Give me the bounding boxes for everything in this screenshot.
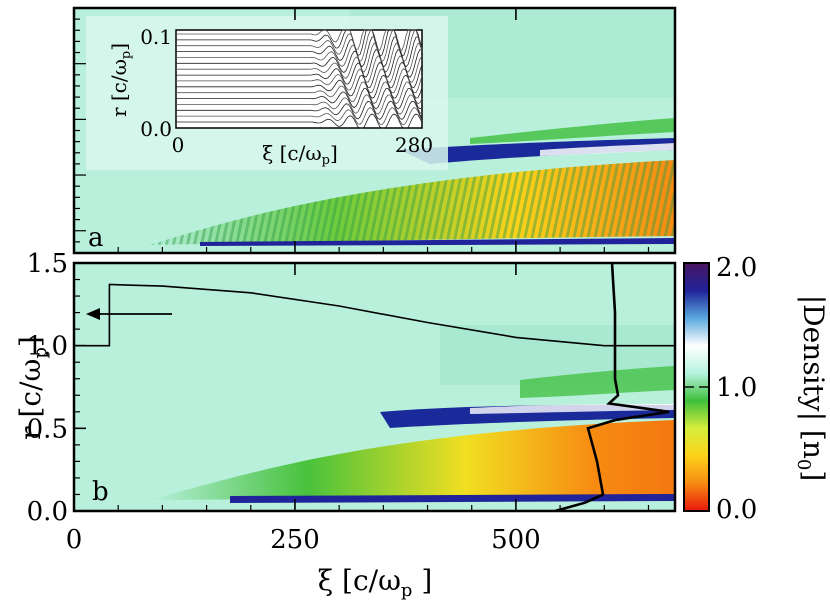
x-axis-title: ξ [c/ωp ]	[318, 564, 433, 601]
inset-xtick-0: 0	[172, 133, 185, 157]
panel-a-white-band	[540, 143, 675, 156]
colorbar-tick-label: 2.0	[716, 253, 757, 283]
colorbar-title: |Density| [n0]	[793, 295, 830, 482]
y-tick-label: 0.0	[27, 497, 68, 527]
panel-a-label: a	[88, 223, 104, 253]
panel-b-ticks	[73, 262, 650, 512]
panel-a-stripes	[150, 160, 675, 245]
panel-b-label: b	[92, 477, 109, 507]
inset-series-line	[176, 87, 423, 110]
inset-xlabel: ξ [c/ωp]	[262, 141, 338, 168]
direction-arrow-head	[86, 308, 100, 320]
x-tick-label: 0	[66, 525, 83, 555]
panel-a-axis-band	[200, 238, 675, 246]
y-tick-label: 1.5	[27, 249, 68, 279]
colorbar-ticks: 0.0 1.0 2.0	[684, 253, 757, 525]
panel-b-frame	[72, 261, 677, 513]
inset-plot: 0.0 0.1 0 280 ξ [c/ωp] r [c/ωp]	[107, 25, 433, 168]
panel-b-green-band	[520, 366, 675, 398]
panel-a-green-band	[470, 118, 675, 144]
driver-profile-line	[74, 283, 675, 347]
y-tick-label: 0.5	[27, 414, 68, 444]
inset-series-line	[176, 74, 423, 99]
inset-series-line	[176, 113, 423, 129]
colorbar: 0.0 1.0 2.0 |Density| [n0]	[683, 253, 830, 525]
colorbar-tick-label: 1.0	[716, 373, 757, 403]
panel-b-core	[150, 420, 675, 500]
inset-ytick-1: 0.1	[140, 25, 172, 49]
panel-b	[72, 261, 677, 513]
inset-ylabel: r [c/ωp]	[107, 43, 134, 117]
inset-xtick-1: 280	[395, 133, 433, 157]
y-axis-title: r [c/ωp]	[14, 336, 51, 440]
x-tick-label: 250	[270, 525, 320, 555]
x-tick-label: 500	[491, 525, 541, 555]
inset-series-line	[176, 61, 423, 88]
inset-lines	[176, 29, 423, 129]
inset-series-line	[176, 94, 423, 115]
inset-series-line	[176, 81, 423, 105]
panel-a-ticks	[74, 8, 650, 253]
y-tick-label: 1.0	[27, 332, 68, 362]
inset-series-line	[176, 29, 423, 63]
density-lineout	[554, 262, 670, 513]
inset-series-line	[176, 100, 423, 120]
panel-a-filament	[400, 138, 675, 164]
panel-b-tick-labels: 0 250 500 0.0 0.5 1.0 1.5	[27, 249, 541, 555]
colorbar-tick-label: 0.0	[716, 495, 757, 525]
inset-ytick-0: 0.0	[140, 117, 172, 141]
panel-b-axis-band	[230, 494, 675, 503]
inset-series-line	[176, 36, 423, 68]
inset-series-line	[176, 107, 423, 126]
inset-series-line	[176, 68, 423, 94]
inset-series-line	[176, 29, 423, 57]
inset-series-line	[176, 29, 423, 52]
